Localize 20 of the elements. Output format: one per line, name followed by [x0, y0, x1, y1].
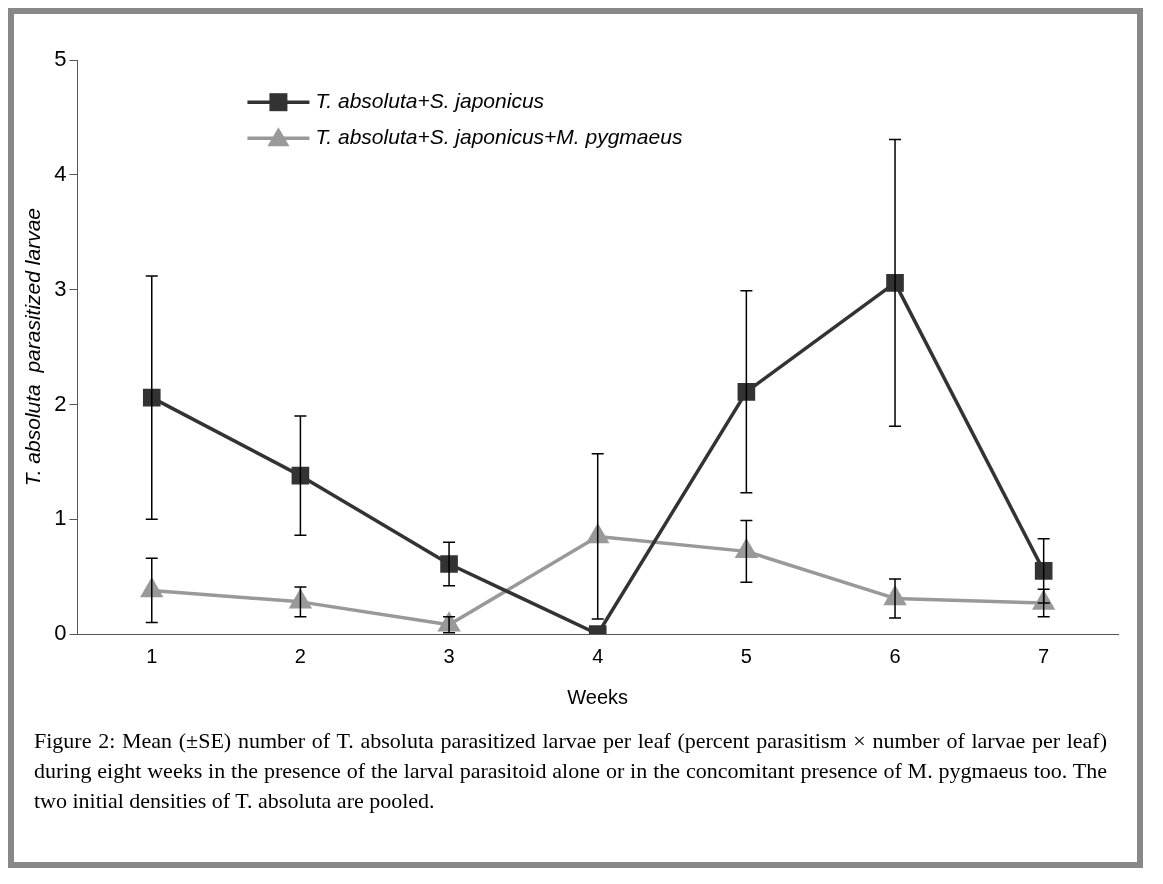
y-tick-label: 5 [54, 46, 67, 72]
y-tick-label: 4 [54, 161, 67, 187]
y-tick-label: 0 [54, 620, 67, 646]
y-tick-label: 1 [54, 505, 67, 531]
y-axis-title: T. absoluta parasitized larvae [21, 207, 45, 487]
caption: Figure 2: Mean (±SE) number of T. absoluta parasitized larvae per leaf (percent parasitism × number of larvae per leaf) during eight weeks in the presence of the larval parasitoid alone or in the concomitant presence of M. pygmaeus too. The two initial densities of T. absoluta are pooled. [34, 727, 1107, 815]
x-axis-title: Weeks [567, 685, 629, 708]
x-tick-label: 6 [889, 644, 901, 667]
x-tick-label: 2 [294, 644, 306, 667]
x-tick-label: 5 [740, 644, 752, 667]
legend-label: T. absoluta+S. japonicus+M. pygmaeus [315, 125, 683, 149]
point [737, 383, 756, 401]
legend-label: T. absoluta+S. japonicus [315, 89, 545, 113]
x-tick-label: 3 [443, 644, 455, 667]
x-tick-label: 7 [1038, 644, 1050, 667]
x-tick-label: 1 [146, 644, 158, 667]
point [291, 466, 310, 485]
y-tick-label: 3 [54, 275, 67, 301]
y-tick-label: 2 [54, 390, 67, 416]
x-tick-label: 4 [592, 644, 604, 667]
